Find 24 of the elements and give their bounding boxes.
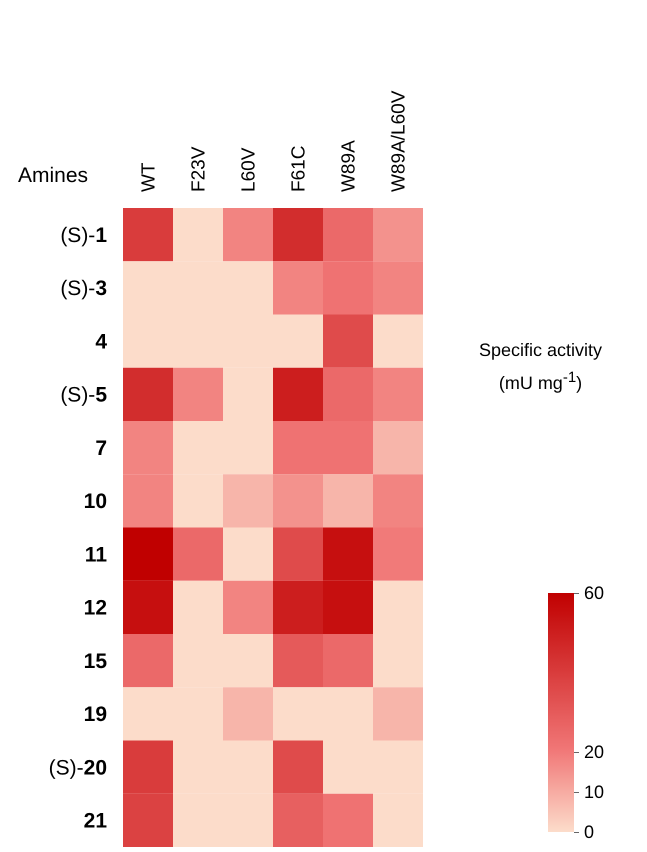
y-tick-label: 4 bbox=[95, 330, 108, 354]
color-bar-label: 0 bbox=[584, 821, 594, 843]
color-bar-label: 20 bbox=[584, 741, 604, 764]
x-tick-label: W89A/L60V bbox=[388, 90, 410, 192]
x-tick-label: F61C bbox=[288, 146, 310, 192]
y-tick-label: 12 bbox=[84, 596, 107, 620]
x-tick-label: WT bbox=[138, 162, 160, 192]
y-tick-label: 19 bbox=[84, 703, 107, 726]
x-tick-label: W89A bbox=[338, 140, 360, 192]
color-bar-title: Specific activity (mU mg$^{-1}$) bbox=[478, 339, 604, 395]
x-tick-label: F23V bbox=[188, 146, 210, 192]
y-tick-label: (S)-20 bbox=[48, 756, 107, 780]
y-tick-label: 10 bbox=[84, 490, 107, 514]
y-tick-label: (S)-1 bbox=[60, 224, 108, 247]
y-tick-label: 11 bbox=[84, 543, 108, 566]
y-axis-title: Amines bbox=[18, 164, 90, 188]
color-bar-label: 60 bbox=[584, 582, 604, 604]
color-bar-label: 10 bbox=[584, 781, 604, 804]
y-tick-label: (S)-5 bbox=[60, 384, 108, 407]
y-tick-label: 21 bbox=[84, 810, 108, 833]
y-tick-label: 15 bbox=[84, 650, 108, 673]
y-tick-label: (S)-3 bbox=[60, 277, 107, 300]
x-tick-label: L60V bbox=[238, 147, 260, 192]
y-tick-label: 7 bbox=[95, 436, 107, 460]
